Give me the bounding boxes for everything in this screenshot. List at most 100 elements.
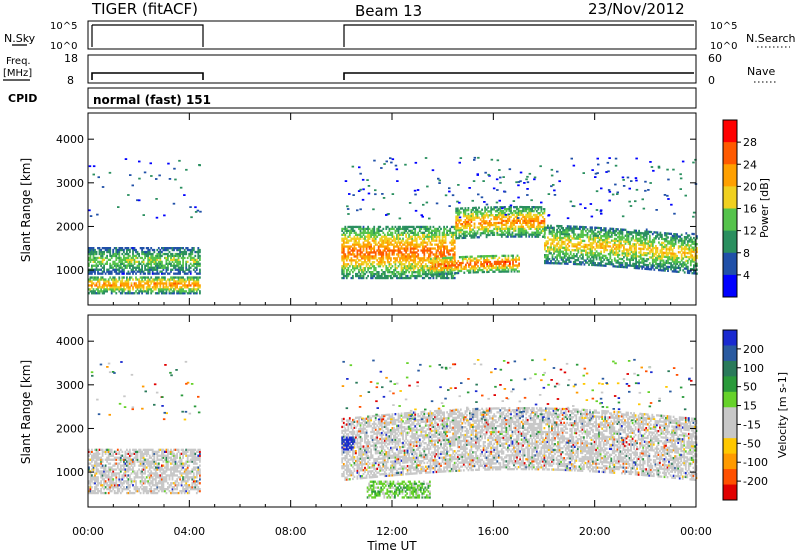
echo-cell — [498, 264, 501, 267]
echo-cell — [89, 254, 92, 258]
echo-cell — [437, 243, 439, 246]
echo-cell — [431, 259, 434, 262]
echo-cell — [594, 254, 596, 257]
echo-cell — [636, 241, 639, 244]
echo-cell — [689, 236, 692, 239]
echo-cell — [420, 243, 423, 246]
echo-cell — [176, 260, 178, 263]
echo-cell — [388, 249, 391, 252]
echo-cell — [151, 260, 154, 263]
echo-cell — [95, 282, 98, 285]
echo-cell — [95, 262, 98, 265]
echo-cell — [385, 227, 388, 231]
echo-cell — [516, 207, 518, 211]
echo-cell — [92, 248, 95, 252]
echo-cell — [165, 247, 168, 250]
echo-cell — [423, 271, 426, 274]
echo-cell — [553, 240, 555, 243]
echo-cell — [438, 253, 441, 256]
echo-cell — [424, 272, 427, 276]
sparse-echo — [451, 194, 455, 197]
echo-cell — [386, 259, 389, 262]
echo-cell — [655, 256, 657, 260]
echo-cell — [481, 220, 483, 223]
echo-cell — [577, 259, 580, 262]
echo-cell — [686, 261, 689, 265]
echo-cell — [512, 256, 514, 259]
sparse-echo — [692, 161, 695, 164]
echo-cell — [127, 282, 130, 285]
echo-cell — [615, 247, 618, 250]
echo-cell — [685, 259, 688, 262]
echo-cell — [156, 252, 159, 256]
sparse-echo — [498, 169, 501, 171]
echo-cell — [139, 270, 142, 273]
echo-cell — [553, 252, 555, 255]
echo-cell — [459, 227, 462, 230]
echo-cell — [136, 250, 139, 254]
echo-cell — [456, 207, 459, 210]
echo-cell — [509, 266, 511, 269]
sparse-echo — [533, 176, 537, 179]
echo-cell — [510, 233, 512, 236]
echo-cell — [563, 254, 566, 257]
echo-cell — [189, 284, 192, 287]
echo-cell — [168, 278, 171, 281]
echo-cell — [437, 263, 440, 266]
sparse-echo — [635, 188, 639, 191]
echo-cell — [376, 259, 379, 262]
echo-cell — [112, 252, 115, 256]
echo-cell — [112, 260, 115, 263]
echo-cell — [377, 276, 380, 280]
echo-cell — [554, 260, 557, 263]
echo-cell — [635, 229, 637, 232]
echo-cell — [498, 260, 501, 263]
echo-cell — [159, 264, 162, 267]
echo-cell — [499, 260, 502, 263]
echo-cell — [458, 235, 461, 238]
echo-cell — [444, 247, 447, 250]
echo-cell — [627, 242, 630, 245]
echo-cell — [456, 225, 459, 228]
echo-cell — [651, 266, 654, 269]
echo-cell — [352, 276, 354, 280]
echo-cell — [694, 264, 697, 267]
echo-cell — [554, 246, 557, 249]
echo-cell — [484, 261, 487, 264]
echo-cell — [167, 252, 169, 256]
nave-label: Nave — [747, 65, 775, 78]
echo-cell — [344, 265, 347, 268]
echo-cell — [595, 258, 598, 261]
echo-cell — [426, 257, 429, 260]
echo-cell — [565, 260, 568, 263]
echo-cell — [157, 266, 160, 269]
echo-cell — [411, 251, 414, 254]
echo-cell — [466, 234, 468, 237]
echo-cell — [421, 271, 424, 274]
echo-cell — [180, 286, 183, 289]
echo-cell — [674, 239, 677, 242]
echo-cell — [648, 244, 651, 247]
echo-cell — [386, 253, 389, 256]
echo-cell — [568, 229, 571, 232]
echo-cell — [693, 232, 695, 236]
echo-cell — [647, 240, 650, 243]
echo-cell — [370, 263, 372, 266]
echo-cell — [89, 252, 92, 256]
echo-cell — [438, 237, 441, 240]
echo-cell — [635, 266, 637, 270]
echo-cell — [342, 259, 345, 262]
echo-cell — [629, 231, 631, 234]
echo-cell — [443, 256, 446, 260]
echo-cell — [591, 250, 593, 253]
echo-cell — [165, 282, 168, 285]
echo-cell — [579, 227, 581, 231]
echo-cell — [556, 236, 558, 239]
echo-cell — [439, 272, 441, 276]
echo-cell — [519, 213, 521, 217]
echo-cell — [673, 252, 675, 255]
echo-cell — [109, 254, 112, 258]
echo-cell — [468, 269, 470, 272]
echo-cell — [426, 267, 429, 270]
echo-cell — [390, 276, 392, 280]
